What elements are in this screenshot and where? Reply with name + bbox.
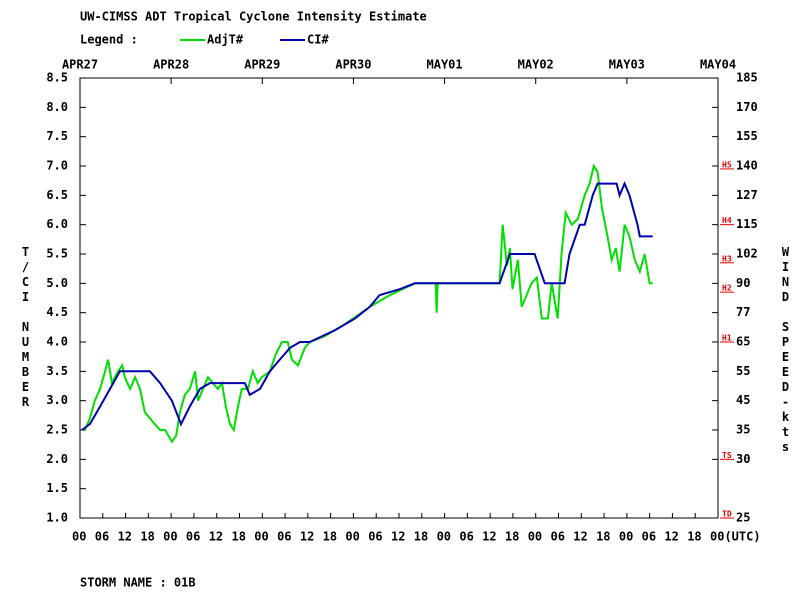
y2-tick-label: 127 [736,188,758,202]
intensity-marker: H5 [722,160,732,169]
x-tick-label: 18 [140,530,154,544]
intensity-marker: H2 [722,284,732,293]
y2-tick-label: 45 [736,393,750,407]
y2-tick-label: 170 [736,100,758,114]
y-tick-label: 1.0 [46,511,68,525]
date-label: APR30 [335,58,371,72]
x-tick-label: 12 [482,530,496,544]
x-tick-label: 06 [368,530,382,544]
y2-tick-label: 55 [736,364,750,378]
x-tick-label: 12 [573,530,587,544]
y-tick-label: 7.0 [46,159,68,173]
legend-entry: CI# [307,33,329,47]
y-axis-label: T/CI NUMBER [19,245,33,410]
series-line [81,181,653,431]
x-tick-label: 18 [596,530,610,544]
series-line [83,163,653,444]
x-tick-label: 00 [72,530,86,544]
x-tick-label: 18 [505,530,519,544]
y2-tick-label: 140 [736,159,758,173]
x-tick-label: 06 [459,530,473,544]
y2-tick-label: 77 [736,305,750,319]
intensity-marker: H3 [722,254,732,263]
x-tick-label: 18 [232,530,246,544]
y-tick-label: 5.0 [46,276,68,290]
footer: STORM NAME : 01B [80,576,196,590]
y-tick-label: 3.0 [46,393,68,407]
y-tick-label: 3.5 [46,364,68,378]
y2-tick-label: 65 [736,335,750,349]
x-tick-label: 12 [118,530,132,544]
date-label: APR29 [244,58,280,72]
y2-tick-label: 115 [736,217,758,231]
date-label: APR27 [62,58,98,72]
y-tick-label: 2.5 [46,423,68,437]
date-label: MAY02 [518,58,554,72]
y-tick-label: 6.5 [46,188,68,202]
intensity-marker: H1 [722,334,732,343]
x-tick-label: 00(UTC) [710,530,761,544]
y2-tick-label: 102 [736,247,758,261]
y-tick-label: 5.5 [46,247,68,261]
y2-tick-label: 185 [736,71,758,85]
y-tick-label: 4.5 [46,305,68,319]
x-tick-label: 18 [323,530,337,544]
date-label: MAY03 [609,58,645,72]
y-tick-label: 6.0 [46,217,68,231]
y2-tick-label: 25 [736,511,750,525]
y-tick-label: 7.5 [46,129,68,143]
x-tick-label: 12 [300,530,314,544]
y-tick-label: 2.0 [46,452,68,466]
x-tick-label: 06 [186,530,200,544]
date-label: APR28 [153,58,189,72]
y-tick-label: 8.0 [46,100,68,114]
y-tick-label: 8.5 [46,71,68,85]
legend-entry: AdjT# [207,33,244,47]
x-tick-label: 12 [391,530,405,544]
y2-tick-label: 35 [736,423,750,437]
x-tick-label: 06 [551,530,565,544]
x-tick-label: 18 [414,530,428,544]
x-tick-label: 18 [687,530,701,544]
date-label: MAY01 [427,58,463,72]
x-tick-label: 12 [209,530,223,544]
chart-title: UW-CIMSS ADT Tropical Cyclone Intensity … [80,10,427,24]
y-tick-label: 1.5 [46,481,68,495]
x-tick-label: 00 [619,530,633,544]
intensity-marker: H4 [722,216,732,225]
x-tick-label: 00 [163,530,177,544]
y2-tick-label: 30 [736,452,750,466]
x-tick-label: 00 [254,530,268,544]
y2-tick-label: 90 [736,276,750,290]
intensity-marker: TS [722,451,732,460]
date-label: MAY04 [700,58,736,72]
y2-tick-label: 155 [736,129,758,143]
y2-axis-label: WIND SPEED-kts [779,245,793,455]
x-tick-label: 06 [95,530,109,544]
x-tick-label: 00 [345,530,359,544]
x-tick-label: 00 [528,530,542,544]
x-tick-label: 06 [642,530,656,544]
x-tick-label: 06 [277,530,291,544]
intensity-marker: TD [722,510,732,519]
legend-label: Legend : [80,33,138,47]
y-tick-label: 4.0 [46,335,68,349]
x-tick-label: 12 [664,530,678,544]
x-tick-label: 00 [437,530,451,544]
